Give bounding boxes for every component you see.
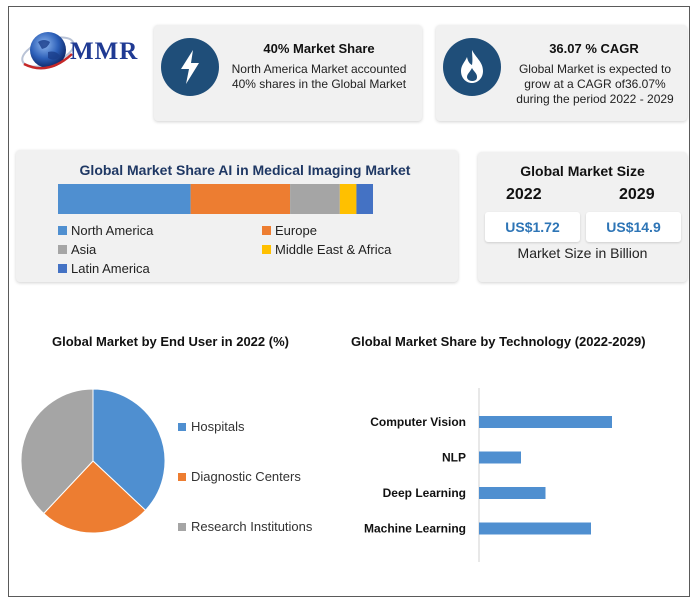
value-end: US$14.9 (586, 212, 681, 242)
legend-label: Hospitals (191, 419, 244, 434)
cagr-card: 36.07 % CAGR Global Market is expected t… (436, 25, 687, 121)
legend-swatch (262, 245, 271, 254)
bar-machine-learning (479, 523, 591, 535)
legend-swatch (178, 473, 186, 481)
bar-nlp (479, 452, 521, 464)
stat-text: North America Market accounted 40% share… (224, 62, 414, 92)
legend-middle-east-africa: Middle East & Africa (262, 242, 391, 257)
legend-label: North America (71, 223, 153, 238)
legend-label: Research Institutions (191, 519, 312, 534)
tick-label-nlp: NLP (442, 451, 466, 465)
stat-title: 36.07 % CAGR (508, 41, 680, 56)
end-user-title: Global Market by End User in 2022 (%) (52, 334, 289, 349)
lightning-bolt-icon (161, 38, 219, 96)
panel-title: Global Market Share AI in Medical Imagin… (16, 162, 474, 178)
pie-legend-hospitals: Hospitals (178, 419, 244, 434)
legend-swatch (178, 523, 186, 531)
market-size-panel: Global Market Size 2022 2029 US$1.72 US$… (478, 152, 687, 282)
year-start: 2022 (506, 186, 542, 204)
legend-label: Middle East & Africa (275, 242, 391, 257)
stat-text: Global Market is expected to grow at a C… (508, 62, 682, 107)
size-title: Global Market Size (478, 163, 687, 179)
legend-swatch (262, 226, 271, 235)
legend-label: Europe (275, 223, 317, 238)
year-end: 2029 (619, 186, 655, 204)
bar-computer-vision (479, 416, 612, 428)
legend-label: Asia (71, 242, 96, 257)
market-share-card: 40% Market Share North America Market ac… (154, 25, 422, 121)
market-share-panel: Global Market Share AI in Medical Imagin… (16, 150, 458, 282)
pie-legend-research-institutions: Research Institutions (178, 519, 312, 534)
legend-europe: Europe (262, 223, 317, 238)
legend-swatch (178, 423, 186, 431)
legend-north-america: North America (58, 223, 153, 238)
legend-asia: Asia (58, 242, 96, 257)
tick-label-computer-vision: Computer Vision (370, 415, 466, 429)
stacked-bar-chart (16, 184, 458, 224)
mmr-logo: MMR (18, 24, 148, 80)
size-note: Market Size in Billion (478, 245, 687, 261)
stat-title: 40% Market Share (226, 41, 412, 56)
logo-text: MMR (70, 38, 138, 66)
technology-bar-chart: Computer Vision NLP Deep Learning Machine L… (350, 380, 690, 570)
pie-legend-diagnostic-centers: Diagnostic Centers (178, 469, 301, 484)
legend-latin-america: Latin America (58, 261, 150, 276)
legend-label: Latin America (71, 261, 150, 276)
legend-swatch (58, 226, 67, 235)
stacked-segment-europe (191, 184, 290, 214)
stacked-segment-latin-america (356, 184, 373, 214)
legend-label: Diagnostic Centers (191, 469, 301, 484)
globe-icon (18, 24, 78, 80)
legend-swatch (58, 264, 67, 273)
flame-icon (443, 38, 501, 96)
tick-label-deep-learning: Deep Learning (383, 486, 466, 500)
stacked-segment-north-america (58, 184, 191, 214)
pie-chart (13, 381, 173, 541)
value-start: US$1.72 (485, 212, 580, 242)
legend-swatch (58, 245, 67, 254)
stacked-segment-asia (290, 184, 340, 214)
technology-title: Global Market Share by Technology (2022-… (351, 334, 646, 349)
bar-deep-learning (479, 487, 546, 499)
tick-label-machine-learning: Machine Learning (364, 522, 466, 536)
stacked-segment-middle-east-africa (340, 184, 357, 214)
